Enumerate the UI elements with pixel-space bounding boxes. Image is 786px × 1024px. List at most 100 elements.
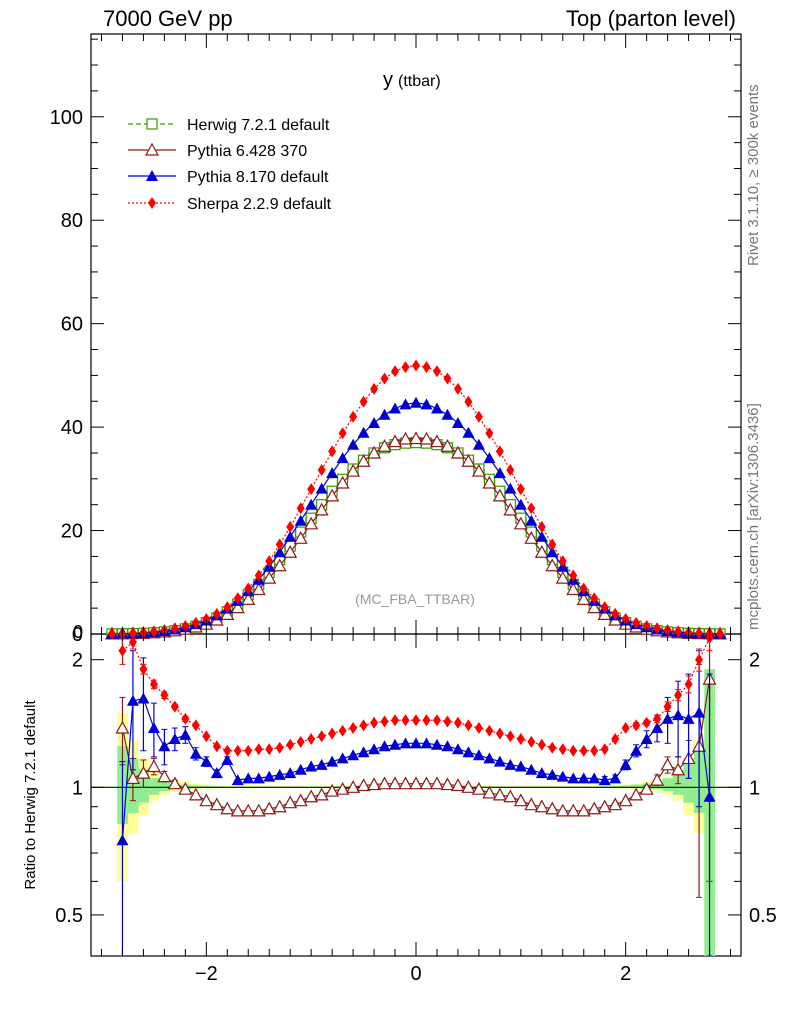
ratio-point-sherpa-2 [516, 733, 525, 746]
data-point-sherpa-3 [223, 601, 232, 614]
uncertainty-band-green [159, 781, 170, 792]
data-point-sherpa-3 [181, 619, 190, 632]
ratio-point-pythia-1 [252, 772, 265, 784]
ratio-point-sherpa-2 [244, 744, 253, 757]
ratio-point-pythia-0 [555, 803, 570, 817]
data-point-sherpa-3 [537, 520, 546, 533]
data-point-sherpa-3 [233, 592, 242, 605]
ratio-point-pythia-0 [671, 762, 686, 776]
data-point-pythia-1 [346, 463, 361, 477]
data-point-pythia-1 [388, 434, 403, 448]
data-point-pythia-2 [483, 452, 496, 464]
legend-marker-3 [148, 197, 156, 209]
ratio-point-pythia-1 [137, 692, 150, 704]
ratio-point-pythia-0 [167, 776, 182, 790]
data-point-sherpa-3 [202, 613, 211, 625]
ratio-point-pythia-1 [116, 834, 129, 846]
ratio-point-pythia-0 [492, 787, 507, 801]
ratio-point-sherpa-2 [684, 678, 693, 691]
data-point-pythia-1 [597, 607, 612, 620]
ratio-point-sherpa-2 [149, 678, 158, 691]
data-point-sherpa-3 [579, 582, 588, 595]
ratio-point-pythia-1 [410, 737, 422, 749]
data-point-sherpa-3 [621, 613, 630, 625]
data-point-pythia-1 [524, 531, 539, 544]
ratio-point-sherpa-2 [632, 719, 641, 732]
uncertainty-band-green [683, 758, 695, 803]
ratio-point-pythia-1 [273, 768, 286, 780]
ratio-point-pythia-0 [136, 765, 151, 779]
data-point-pythia-1 [429, 434, 444, 448]
ratio-point-pythia-0 [461, 780, 476, 793]
ratio-point-pythia-1 [263, 770, 276, 782]
ratio-point-pythia-0 [367, 777, 382, 791]
ratio-point-pythia-1 [430, 738, 443, 750]
ratio-point-sherpa-2 [537, 738, 546, 751]
ratio-point-pythia-1 [535, 767, 548, 779]
ratio-point-pythia-0 [524, 797, 539, 811]
data-point-pythia-2 [546, 546, 559, 558]
data-point-pythia-1 [492, 488, 507, 502]
ratio-point-pythia-0 [576, 803, 591, 817]
ratio-point-pythia-0 [314, 787, 329, 801]
ratio-point-pythia-1 [556, 770, 569, 782]
ratio-point-pythia-0 [293, 793, 308, 807]
data-point-sherpa-3 [412, 359, 420, 372]
ratio-point-pythia-0 [639, 781, 654, 795]
plot-title-suffix: (ttbar) [398, 73, 441, 90]
data-point-sherpa-3 [380, 372, 389, 385]
data-point-sherpa-3 [328, 445, 337, 458]
ratio-point-sherpa-2 [695, 653, 704, 666]
ratio-point-pythia-1 [588, 772, 601, 784]
ratio-point-pythia-1 [630, 744, 643, 756]
data-point-pythia-1 [293, 531, 308, 544]
ratio-point-pythia-0 [325, 783, 340, 797]
ratio-point-pythia-1 [483, 752, 496, 764]
data-point-pythia-1 [398, 431, 413, 445]
ratio-point-pythia-0 [429, 776, 444, 790]
ratio-point-pythia-0 [272, 799, 287, 813]
y-tick-label: 80 [61, 210, 83, 232]
data-point-sherpa-3 [495, 445, 504, 458]
data-point-pythia-2 [441, 408, 454, 420]
data-point-pythia-2 [368, 416, 381, 428]
data-point-pythia-2 [326, 467, 339, 479]
ratio-point-pythia-1 [221, 754, 234, 766]
ratio-point-pythia-0 [503, 789, 518, 803]
ratio-point-pythia-0 [178, 781, 193, 795]
ratio-point-sherpa-2 [590, 744, 599, 757]
watermark-label: (MC_FBA_TTBAR) [355, 591, 475, 607]
ratio-point-pythia-1 [389, 738, 402, 750]
ratio-point-sherpa-2 [422, 714, 431, 727]
ratio-point-pythia-1 [315, 758, 328, 770]
ratio-point-pythia-1 [504, 758, 517, 770]
ratio-point-pythia-1 [525, 763, 538, 775]
ratio-point-pythia-0 [534, 799, 549, 813]
ratio-point-sherpa-2 [464, 719, 473, 732]
ratio-point-sherpa-2 [506, 730, 515, 743]
ratio-point-pythia-1 [682, 712, 695, 724]
ratio-point-sherpa-2 [317, 730, 326, 743]
ratio-point-pythia-0 [304, 789, 319, 803]
legend-marker-2 [146, 170, 158, 181]
data-point-pythia-1 [450, 445, 465, 459]
ratio-point-pythia-1 [189, 747, 202, 759]
ratio-point-sherpa-2 [443, 715, 452, 728]
ratio-point-pythia-1 [378, 740, 391, 752]
ratio-point-sherpa-2 [380, 715, 389, 728]
uncertainty-band-green [148, 778, 160, 795]
ratio-point-pythia-1 [577, 772, 590, 784]
data-point-pythia-2 [357, 426, 370, 438]
ratio-point-sherpa-2 [160, 689, 169, 702]
uncertainty-band-green [662, 778, 674, 792]
data-point-pythia-2 [273, 546, 286, 558]
ratio-point-pythia-0 [545, 801, 560, 815]
data-point-sherpa-3 [716, 627, 725, 640]
ratio-y-tick-label: 0.5 [55, 905, 83, 927]
data-point-pythia-1 [367, 445, 382, 459]
y-tick-label-zero: 0 [73, 622, 83, 642]
data-point-sherpa-3 [254, 569, 263, 582]
data-point-pythia-1 [471, 463, 486, 477]
data-point-sherpa-3 [632, 616, 641, 629]
